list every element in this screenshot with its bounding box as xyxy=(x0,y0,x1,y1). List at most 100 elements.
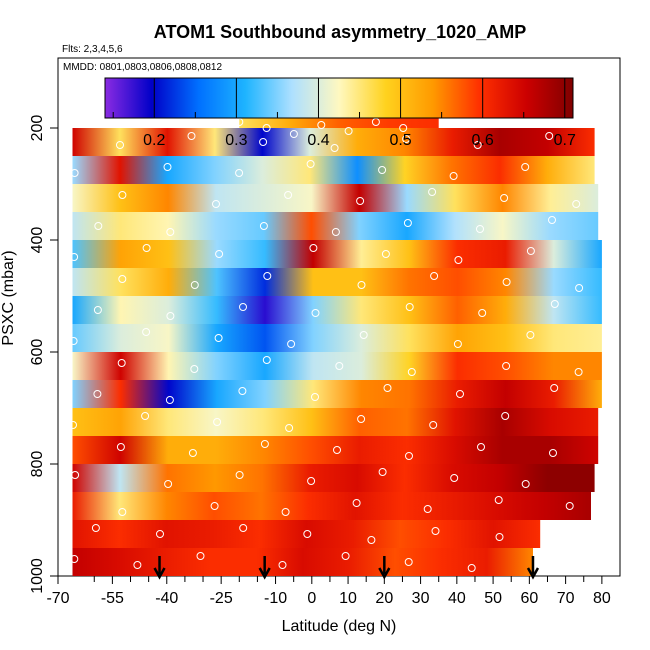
flight-arrow-head xyxy=(526,567,540,580)
observation-point xyxy=(142,244,151,252)
observation-point xyxy=(188,449,197,457)
observation-point xyxy=(521,163,530,171)
observation-point xyxy=(118,275,127,283)
x-tick-label: 80 xyxy=(593,590,611,607)
observation-point xyxy=(163,163,172,171)
observation-point xyxy=(215,250,224,258)
x-tick-label: 20 xyxy=(375,590,393,607)
observation-point xyxy=(494,496,503,504)
x-tick-label: 50 xyxy=(484,590,502,607)
colorbar-ticks: 0.2 0.3 0.4 0.5 0.6 0.7 xyxy=(112,78,576,149)
observation-point xyxy=(212,200,220,208)
observation-point xyxy=(404,558,413,566)
observation-point xyxy=(156,530,164,538)
observation-point xyxy=(93,306,102,314)
y-tick-label: 1000 xyxy=(29,558,46,594)
observation-point xyxy=(117,359,126,367)
observation-point xyxy=(500,194,509,202)
observation-point xyxy=(70,253,79,261)
colorbar-tick-label: 0.3 xyxy=(225,132,247,149)
observation-point xyxy=(357,415,366,423)
observation-point xyxy=(118,508,127,516)
observation-point xyxy=(69,337,78,345)
observation-point xyxy=(405,303,414,311)
observation-point xyxy=(317,121,326,129)
observation-point xyxy=(405,452,413,460)
flight-arrow-head xyxy=(258,567,271,580)
observation-point xyxy=(450,474,459,482)
x-tick-label: 0 xyxy=(307,590,316,607)
observation-point xyxy=(166,312,175,320)
heatmap-layer-625 xyxy=(72,352,602,380)
observation-point xyxy=(402,135,411,143)
x-tick-label: 70 xyxy=(557,590,575,607)
observation-point xyxy=(454,256,463,264)
observation-point xyxy=(259,222,268,230)
observation-point xyxy=(381,250,390,258)
observation-point xyxy=(378,166,387,174)
observation-point xyxy=(473,141,482,149)
observation-point xyxy=(357,281,366,289)
observation-point xyxy=(284,191,293,199)
heatmap-layer-825 xyxy=(72,464,595,492)
flights-note: Flts: 2,3,4,5,6 xyxy=(62,44,123,55)
observation-point xyxy=(429,421,438,429)
observation-point xyxy=(330,144,339,152)
observation-point xyxy=(495,533,504,541)
y-axis-label: PSXC (mbar) xyxy=(0,250,17,345)
x-tick-label: -70 xyxy=(46,590,69,607)
observation-point xyxy=(190,365,199,373)
colorbar-tick-label: 0.4 xyxy=(307,132,329,149)
observation-point xyxy=(94,222,103,230)
observation-point xyxy=(501,412,510,420)
observation-point xyxy=(548,216,556,224)
observation-point xyxy=(239,303,247,311)
x-tick-label: -55 xyxy=(101,590,124,607)
observation-point xyxy=(93,390,102,398)
observation-point xyxy=(278,561,287,569)
y-tick-label: 400 xyxy=(29,227,46,254)
observation-point xyxy=(116,141,124,149)
observation-point xyxy=(235,471,244,479)
observation-point xyxy=(550,300,559,308)
heatmap-layer-675 xyxy=(72,380,602,408)
x-axis-label: Latitude (deg N) xyxy=(282,618,397,635)
observation-point xyxy=(550,384,559,392)
x-tick-label: 40 xyxy=(448,590,466,607)
observation-point xyxy=(476,225,484,233)
observation-point xyxy=(214,334,223,342)
observation-point xyxy=(545,132,554,140)
heatmap-layer-325 xyxy=(72,184,599,212)
observation-point xyxy=(549,449,557,457)
observation-point xyxy=(133,561,142,569)
colorbar-tick-label: 0.5 xyxy=(389,132,411,149)
observation-point xyxy=(239,524,248,532)
flight-arrow-head xyxy=(153,567,166,580)
observation-point xyxy=(456,390,464,398)
y-axis-ticks: 200 400 600 800 1000 xyxy=(29,115,58,594)
observation-point xyxy=(399,124,408,132)
chart-title: ATOM1 Southbound asymmetry_1020_AMP xyxy=(154,22,526,42)
dates-note: MMDD: 0801,0803,0806,0808,0812 xyxy=(63,62,222,73)
observation-point xyxy=(403,219,412,227)
colorbar-tick-label: 0.6 xyxy=(472,132,494,149)
heatmap-layer-725 xyxy=(72,408,599,436)
observation-point xyxy=(187,132,196,140)
observation-point xyxy=(526,247,535,255)
observation-point xyxy=(378,468,387,476)
colorbar-tick-label: 0.7 xyxy=(554,132,576,149)
observation-point xyxy=(71,471,80,479)
colorbar xyxy=(104,77,574,119)
observation-point xyxy=(196,552,205,560)
heatmap-layer-575 xyxy=(72,324,602,352)
observation-point xyxy=(352,499,361,507)
observation-point xyxy=(309,244,318,252)
observation-point xyxy=(521,480,530,488)
observation-point xyxy=(526,331,535,339)
observation-point xyxy=(383,384,392,392)
observation-points xyxy=(69,118,584,572)
observation-point xyxy=(341,552,350,560)
observation-point xyxy=(333,446,341,454)
y-tick-label: 200 xyxy=(29,115,46,142)
